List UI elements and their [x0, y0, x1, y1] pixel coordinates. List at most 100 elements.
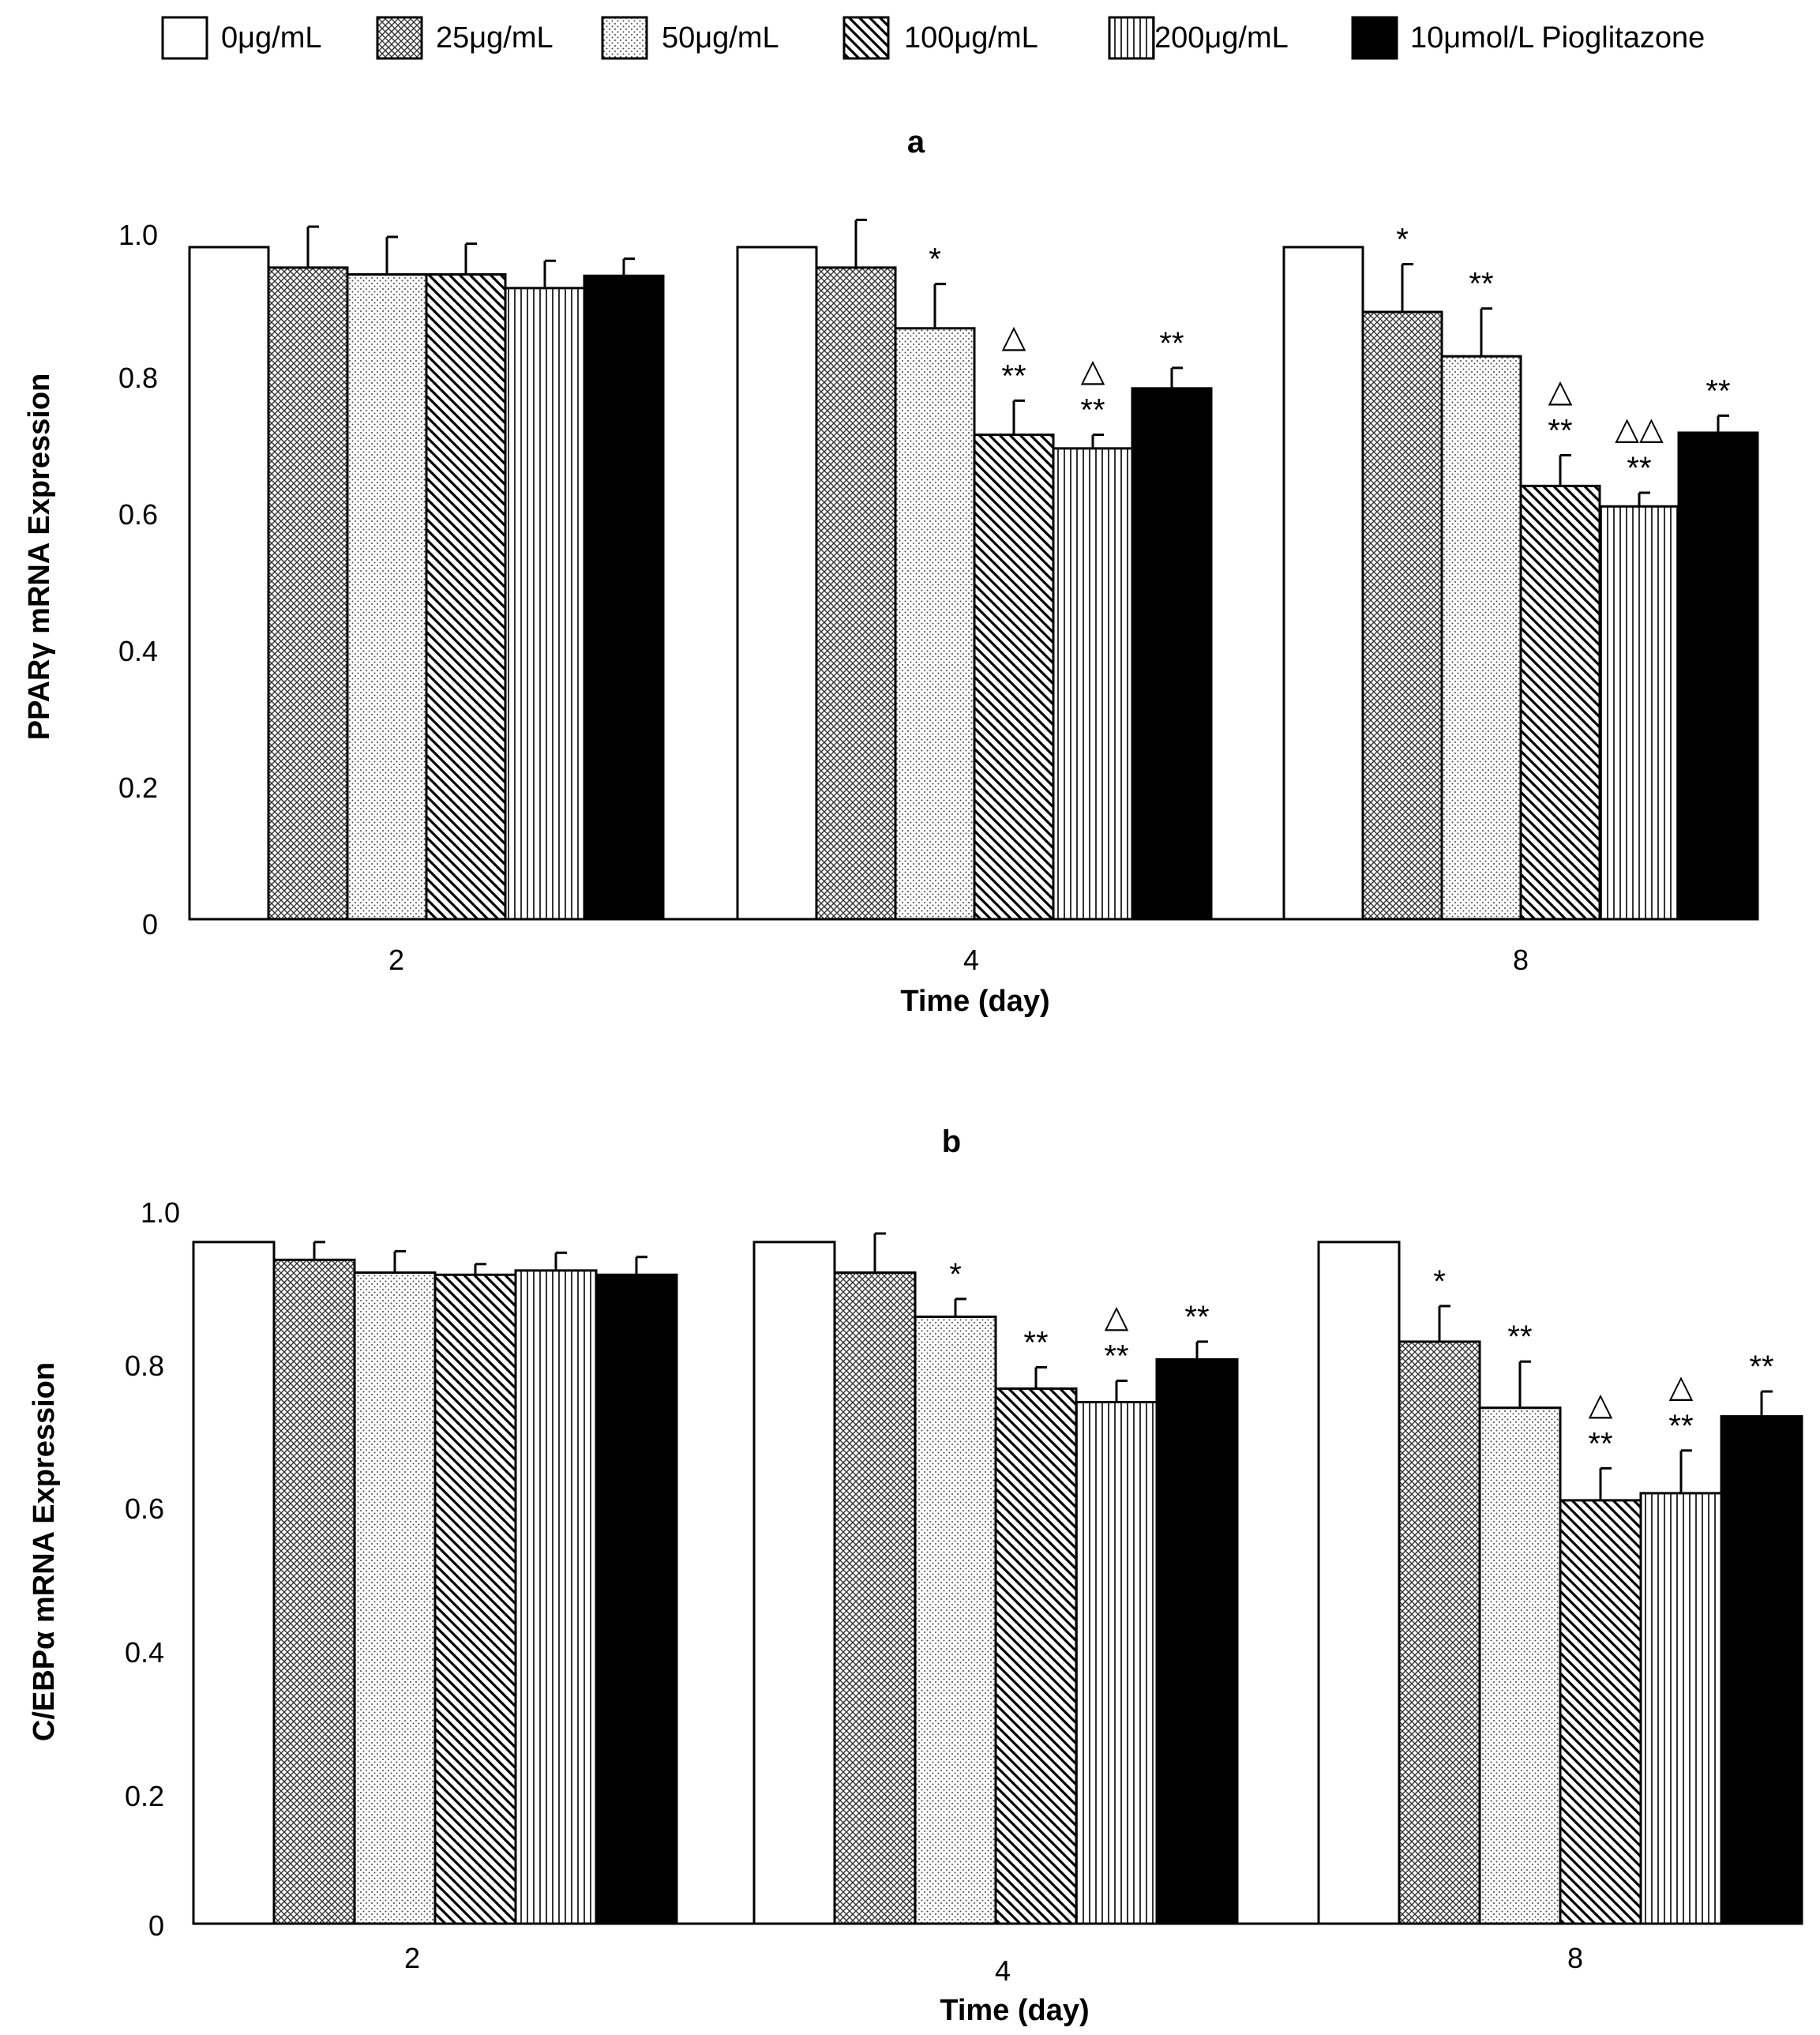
panel-b-sig-2-5-0: **	[1749, 1350, 1773, 1384]
panel-b-errorbar-1-3	[1034, 1365, 1047, 1389]
panel-a-bar-1-4	[1052, 447, 1134, 921]
legend-item-1: 25μg/mL	[376, 16, 554, 60]
legend-label-0: 0μg/mL	[221, 21, 322, 54]
panel-a-sig-1-5-0: **	[1159, 326, 1184, 361]
panel-b-ylabel: C/EBPα mRNA Expression	[28, 1362, 61, 1741]
panel-b-ytick-5: 1.0	[141, 1196, 180, 1229]
panel-b-xtick-1: 4	[995, 1954, 1011, 1987]
panel-a-xtick-0: 2	[388, 944, 404, 976]
legend-item-4: 200μg/mL	[1108, 16, 1289, 60]
legend-item-2: 50μg/mL	[601, 16, 779, 60]
panel-a-bar-1-3	[973, 434, 1055, 921]
legend-item-0: 0μg/mL	[161, 16, 322, 60]
panel-a-errorbar-0-2	[385, 235, 398, 275]
legend-label-3: 100μg/mL	[904, 21, 1038, 54]
panel-b-errorbar-2-3	[1599, 1466, 1612, 1500]
panel-b-yticks: 0 0.2 0.4 0.6 0.8 1.0	[125, 1196, 180, 1942]
panel-b-ytick-0: 0	[148, 1909, 164, 1942]
panel-a-yticks: 0 0.2 0.4 0.6 0.8 1.0	[118, 219, 158, 941]
panel-b-sig-2-3-1: **	[1588, 1426, 1612, 1461]
panel-b-sig-2-4-0: △	[1669, 1369, 1694, 1404]
panel-a-sig-2-1-0: *	[1396, 223, 1409, 257]
panel-b-errorbar-0-5	[635, 1256, 647, 1275]
panel-a-bar-1-1	[815, 266, 897, 921]
panel-a-ytick-4: 0.8	[118, 362, 158, 394]
panel-b-sig-2-1-0: *	[1433, 1264, 1446, 1299]
panel-a-title: a	[907, 125, 925, 160]
panel-a: a PPARγ mRNA Expression Time (day) 0 0.2…	[23, 125, 1759, 1018]
legend: 0μg/mL 25μg/mL 50μg/mL 100μg/mL 200μg/mL…	[161, 16, 1705, 60]
panel-b-bar-0-3	[433, 1273, 517, 1925]
panel-a-errorbar-2-4	[1638, 491, 1650, 507]
panel-a-bar-1-2	[894, 327, 976, 921]
legend-item-3: 100μg/mL	[842, 16, 1038, 60]
panel-b-errorbar-2-4	[1679, 1449, 1692, 1493]
panel-a-sig-2-4-1: **	[1627, 451, 1651, 486]
panel-a-errorbar-2-2	[1480, 307, 1492, 357]
panel-b-sig-1-5-0: **	[1184, 1300, 1209, 1335]
panel-b-errorbar-0-3	[474, 1263, 486, 1275]
panel-b-bar-2-2	[1478, 1406, 1562, 1925]
panel-a-bar-2-5	[1677, 431, 1759, 921]
legend-swatch-0	[161, 16, 208, 60]
panel-b-bar-1-1	[833, 1271, 917, 1925]
panel-a-xtick-1: 4	[963, 944, 979, 976]
panel-a-bar-2-0	[1282, 246, 1364, 921]
panel-a-errorbar-0-1	[306, 225, 319, 268]
panel-a-errorbar-2-3	[1559, 453, 1571, 486]
panel-a-bar-0-0	[188, 246, 270, 921]
panel-a-errorbar-0-4	[543, 259, 556, 288]
panel-b-bar-0-0	[192, 1241, 276, 1925]
panel-b-sig-1-2-0: *	[949, 1257, 962, 1292]
panel-b-ytick-1: 0.2	[125, 1780, 164, 1812]
panel-b-bar-1-5	[1155, 1358, 1239, 1925]
panel-a-sig-2-3-0: △	[1548, 374, 1573, 408]
panel-b-xtick-0: 2	[404, 1942, 420, 1974]
panel-a-bar-0-2	[346, 273, 428, 921]
panel-a-sig-1-4-0: △	[1081, 354, 1105, 389]
legend-label-4: 200μg/mL	[1154, 21, 1289, 54]
legend-label-2: 50μg/mL	[662, 21, 779, 54]
panel-b-bar-0-5	[595, 1273, 678, 1925]
panel-a-xticks: 2 4 8	[388, 944, 1529, 976]
panel-b-sig-1-4-1: **	[1104, 1339, 1128, 1374]
panel-a-bar-2-4	[1598, 505, 1680, 921]
panel-b: b C/EBPα mRNA Expression Time (day) 0 0.…	[28, 1125, 1803, 2027]
panel-a-errorbar-2-1	[1401, 263, 1413, 313]
panel-b-xtick-2: 8	[1567, 1942, 1583, 1974]
panel-b-bar-1-2	[914, 1315, 997, 1925]
panel-b-bar-2-5	[1720, 1415, 1803, 1925]
panel-b-bar-0-2	[353, 1271, 437, 1925]
panel-a-ytick-5: 1.0	[118, 219, 158, 251]
legend-label-5: 10μmol/L Pioglitazone	[1410, 21, 1705, 54]
panel-b-bar-1-0	[752, 1241, 836, 1925]
panel-b-bar-2-3	[1559, 1499, 1642, 1925]
panel-b-errorbar-2-2	[1518, 1360, 1531, 1408]
panel-b-sig-2-4-1: **	[1668, 1409, 1693, 1444]
panel-a-sig-1-2-0: *	[929, 242, 941, 277]
panel-a-xtick-2: 8	[1513, 944, 1529, 976]
panel-b-title: b	[942, 1125, 961, 1159]
panel-b-sig-1-4-0: △	[1105, 1300, 1129, 1335]
panel-b-sig-2-2-0: **	[1507, 1320, 1532, 1354]
panel-b-errorbar-1-2	[954, 1297, 966, 1317]
panel-a-sig-2-5-0: **	[1706, 374, 1730, 408]
panel-b-errorbar-2-5	[1760, 1390, 1773, 1417]
panel-b-bar-0-4	[514, 1269, 598, 1925]
panel-b-bar-1-4	[1075, 1401, 1158, 1925]
panel-b-errorbar-1-1	[873, 1232, 886, 1273]
panel-b-xlabel: Time (day)	[940, 1994, 1089, 2027]
panel-a-bar-1-5	[1131, 387, 1213, 921]
panel-a-bar-0-5	[583, 274, 665, 921]
panel-a-sig-1-4-1: **	[1080, 393, 1105, 428]
legend-swatch-4	[1108, 16, 1155, 60]
panel-b-sig-1-3-0: **	[1023, 1325, 1048, 1360]
panel-a-sig-2-3-1: **	[1548, 413, 1572, 448]
panel-a-errorbar-1-5	[1170, 366, 1183, 389]
panel-b-ytick-4: 0.8	[125, 1350, 164, 1382]
panel-a-sig-1-3-1: **	[1001, 359, 1026, 393]
panel-a-bar-0-3	[425, 273, 507, 921]
panel-a-errorbar-1-2	[933, 283, 946, 329]
panel-a-errorbar-1-4	[1091, 434, 1104, 449]
